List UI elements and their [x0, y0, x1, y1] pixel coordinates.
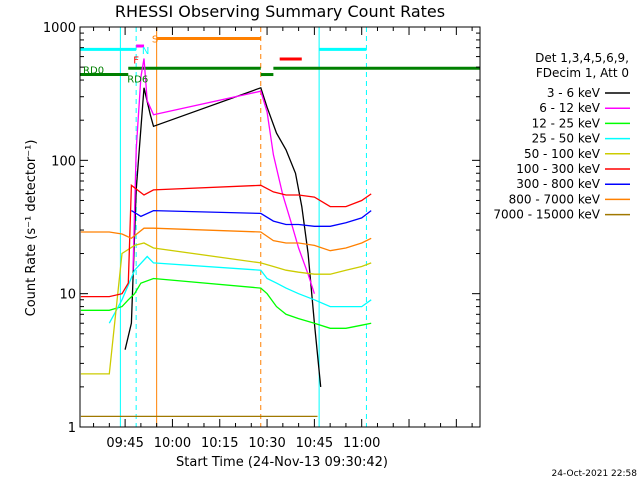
legend-label-7: 300 - 800 keV: [516, 177, 600, 191]
x-axis-label: Start Time (24-Nov-13 09:30:42): [176, 455, 388, 470]
footer-date: 24-Oct-2021 22:58: [552, 469, 638, 479]
annotation-n: N: [142, 46, 149, 57]
series-line-5: [80, 242, 372, 375]
series-line-8: [80, 227, 372, 252]
series-line-4: [108, 255, 372, 324]
annotation-s: S: [152, 34, 158, 45]
y-tick-label: 1000: [43, 21, 76, 36]
legend-label-3: 12 - 25 keV: [532, 116, 601, 130]
series-line-7: [131, 209, 372, 227]
series-line-1: [124, 86, 322, 387]
legend-label-6: 100 - 300 keV: [516, 162, 600, 176]
legend-label-1: 3 - 6 keV: [547, 86, 601, 100]
legend-label-2: 6 - 12 keV: [539, 101, 601, 115]
annotation-rd6: RD6: [127, 75, 148, 86]
x-tick-label: 10:45: [296, 436, 333, 451]
legend-label-9: 7000 - 15000 keV: [493, 208, 600, 222]
x-tick-label: 10:30: [248, 436, 285, 451]
chart-title: RHESSI Observing Summary Count Rates: [115, 2, 445, 21]
series-line-2: [132, 58, 316, 294]
x-tick-label: 09:45: [106, 436, 143, 451]
legend-label-4: 25 - 50 keV: [532, 132, 601, 146]
x-tick-label: 10:15: [201, 436, 238, 451]
series-line-6: [80, 184, 372, 298]
legend-label-8: 800 - 7000 keV: [509, 192, 601, 206]
legend-header-line-2: FDecim 1, Att 0: [536, 66, 629, 80]
legend-label-5: 50 - 100 keV: [524, 147, 601, 161]
plot-frame: [79, 26, 481, 428]
annotation-f: F: [133, 56, 139, 67]
plot-area: S FN RD0 RD6 1 10 100 1000 09:45 10:00 10:15 10:30 1…: [43, 21, 481, 451]
x-tick-label: 11:00: [343, 436, 380, 451]
legend-header-line-1: Det 1,3,4,5,6,9,: [535, 51, 629, 65]
x-tick-label: 10:00: [154, 436, 191, 451]
y-tick-label: 1: [68, 421, 76, 436]
annotation-rd0: RD0: [83, 66, 104, 77]
y-tick-label: 10: [59, 288, 76, 303]
y-axis-label: Count Rate (s⁻¹ detector⁻¹): [24, 140, 39, 317]
y-tick-label: 100: [51, 154, 76, 169]
series-line-3: [80, 277, 372, 329]
